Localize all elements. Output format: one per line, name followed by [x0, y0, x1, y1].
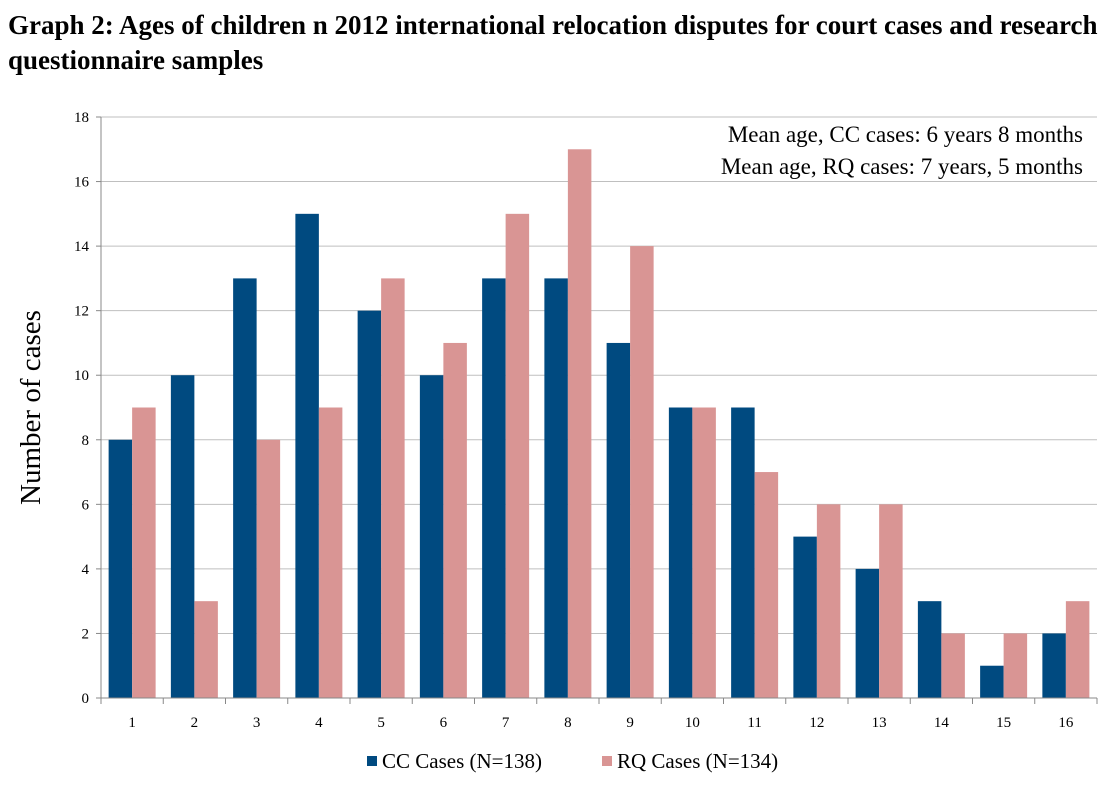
bar-rq-age-16: [1065, 601, 1090, 698]
legend-swatch: [367, 756, 377, 766]
x-tick-label: 3: [253, 715, 261, 731]
chart-title: Graph 2: Ages of children n 2012 interna…: [8, 10, 1098, 75]
y-tick-label: 14: [74, 239, 90, 255]
bar-rq-age-11: [754, 472, 779, 698]
legend-swatch: [602, 756, 612, 766]
bar-rq-age-10: [692, 407, 716, 698]
bar-cc-age-3: [233, 278, 257, 698]
bar-cc-age-9: [606, 342, 631, 698]
legend-label: CC Cases (N=138): [382, 749, 542, 773]
x-tick-label: 4: [315, 715, 323, 731]
y-tick-label: 10: [74, 368, 89, 384]
bar-rq-age-9: [630, 246, 654, 698]
x-tick-label: 1: [128, 715, 136, 731]
bar-rq-age-6: [443, 342, 467, 698]
bar-cc-age-1: [108, 439, 133, 698]
bar-cc-age-7: [482, 278, 506, 698]
bar-rq-age-2: [194, 601, 218, 698]
bar-rq-age-1: [132, 407, 156, 698]
y-tick-label: 18: [74, 110, 89, 126]
bar-cc-age-2: [170, 375, 195, 698]
bar-cc-age-16: [1042, 633, 1066, 698]
bar-rq-age-15: [1003, 633, 1028, 698]
x-tick-label: 5: [377, 715, 385, 731]
x-tick-label: 11: [747, 715, 761, 731]
bar-cc-age-10: [668, 407, 693, 698]
y-axis-ticks: 0 2 4 6 8 10 12 14 16 18: [74, 110, 102, 707]
x-tick-label: 9: [626, 715, 634, 731]
y-tick-label: 12: [74, 304, 89, 320]
y-tick-label: 4: [82, 562, 90, 578]
legend-label: RQ Cases (N=134): [617, 749, 778, 773]
y-tick-label: 6: [82, 497, 90, 513]
y-tick-label: 16: [74, 175, 90, 191]
bar-cc-age-13: [855, 568, 880, 698]
bar-rq-age-14: [941, 633, 965, 698]
bar-cc-age-6: [419, 375, 444, 698]
x-tick-label: 14: [934, 715, 950, 731]
y-axis-label: Number of cases: [15, 310, 47, 505]
bar-rq-age-3: [256, 439, 281, 698]
bar-cc-age-4: [295, 213, 319, 699]
bar-rq-age-12: [816, 504, 841, 698]
y-tick-label: 2: [82, 626, 90, 642]
bar-cc-age-12: [793, 536, 817, 698]
x-tick-label: 15: [996, 715, 1011, 731]
y-tick-label: 8: [82, 433, 90, 449]
x-tick-label: 6: [440, 715, 448, 731]
x-axis-ticks: 1 2 3 4 5 6 7 8 9 10 11 12 13 14 15 16: [100, 698, 1098, 731]
bar-rq-age-4: [318, 407, 343, 698]
x-tick-label: 10: [685, 715, 700, 731]
x-tick-label: 2: [191, 715, 199, 731]
x-tick-label: 16: [1058, 715, 1074, 731]
legend: CC Cases (N=138) RQ Cases (N=134): [367, 749, 778, 773]
mean-age-note: Mean age, RQ cases: 7 years, 5 months: [721, 154, 1083, 179]
y-tick-label: 0: [82, 691, 90, 707]
bar-rq-age-5: [381, 278, 405, 698]
bar-cc-age-15: [980, 665, 1004, 698]
x-tick-label: 13: [872, 715, 887, 731]
annotations: Mean age, CC cases: 6 years 8 months Mean…: [721, 122, 1083, 179]
bar-rq-age-13: [879, 504, 903, 698]
bar-cc-age-14: [917, 601, 942, 698]
bars: [108, 149, 1090, 699]
bar-cc-age-11: [731, 407, 755, 698]
bar-rq-age-8: [567, 149, 592, 698]
bar-rq-age-7: [505, 213, 530, 699]
x-tick-label: 7: [502, 715, 510, 731]
bar-cc-age-5: [357, 310, 382, 698]
mean-age-note: Mean age, CC cases: 6 years 8 months: [728, 122, 1083, 147]
x-tick-label: 12: [809, 715, 824, 731]
x-tick-label: 8: [564, 715, 572, 731]
bar-cc-age-8: [544, 278, 568, 698]
